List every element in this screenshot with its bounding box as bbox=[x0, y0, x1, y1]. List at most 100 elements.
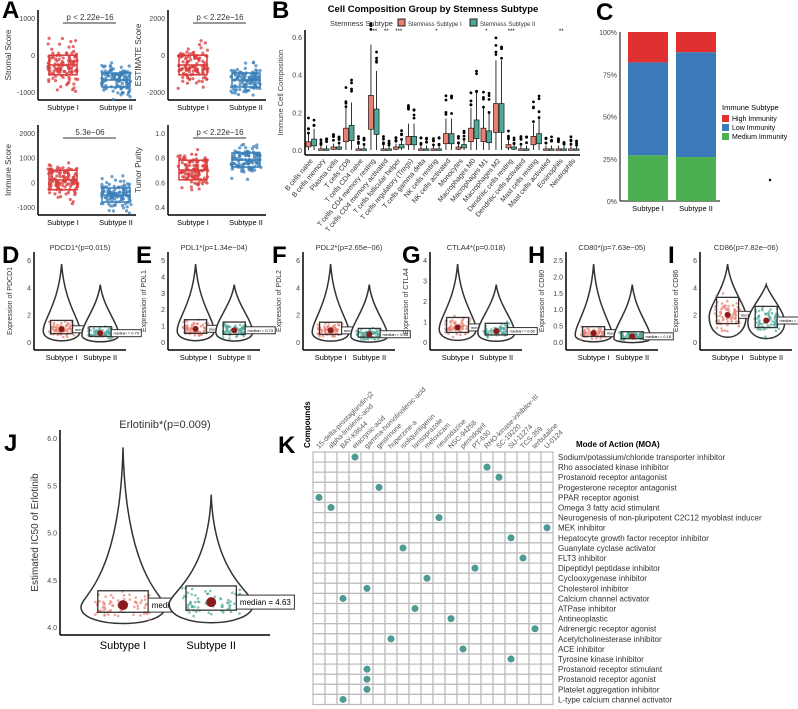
grid-cell bbox=[468, 451, 482, 463]
grid-cell bbox=[492, 602, 506, 615]
grid-cell bbox=[396, 633, 410, 645]
grid-cell bbox=[324, 602, 338, 615]
outlier-point bbox=[537, 97, 541, 101]
grid-cell bbox=[492, 501, 506, 514]
median-dot bbox=[231, 327, 238, 334]
grid-cell bbox=[456, 461, 470, 473]
data-point bbox=[505, 320, 509, 324]
data-point bbox=[767, 310, 771, 314]
y-tick-label: 3 bbox=[423, 279, 427, 286]
grid-cell bbox=[528, 562, 542, 574]
grid-cell bbox=[348, 663, 362, 675]
data-point bbox=[228, 604, 232, 607]
grid-cell bbox=[540, 612, 554, 625]
box bbox=[473, 119, 480, 139]
box bbox=[411, 136, 417, 146]
association-dot bbox=[507, 534, 515, 542]
grid-cell bbox=[324, 481, 338, 493]
y-tick-label: 0.5 bbox=[553, 324, 563, 331]
data-point bbox=[720, 329, 724, 333]
data-point bbox=[206, 592, 210, 595]
data-point bbox=[104, 595, 107, 598]
grid-cell bbox=[456, 582, 470, 594]
data-point bbox=[243, 66, 247, 70]
data-point bbox=[635, 335, 638, 339]
violin-shape bbox=[168, 494, 254, 624]
chart-title: CTLA4*(p=0.018) bbox=[447, 243, 506, 252]
data-point bbox=[197, 79, 201, 83]
grid-cell bbox=[324, 623, 338, 635]
grid-cell bbox=[456, 451, 470, 463]
grid-cell bbox=[468, 663, 482, 675]
box bbox=[343, 127, 349, 143]
box bbox=[405, 136, 412, 146]
legend-swatch bbox=[722, 124, 729, 131]
data-point bbox=[100, 182, 104, 187]
grid-cell bbox=[456, 552, 470, 564]
grid-cell bbox=[444, 602, 458, 615]
median-label-box bbox=[110, 329, 142, 338]
grid-cell bbox=[396, 653, 410, 665]
grid-cell bbox=[492, 623, 506, 635]
box bbox=[486, 130, 492, 144]
outlier-point bbox=[550, 135, 553, 139]
data-point bbox=[70, 51, 74, 55]
grid-cell bbox=[504, 451, 518, 463]
y-tick-label: 5.0 bbox=[47, 531, 57, 538]
grid-cell bbox=[396, 592, 410, 605]
association-dot bbox=[363, 665, 371, 673]
grid-cell bbox=[336, 532, 350, 544]
legend-swatch-subtype-1 bbox=[397, 18, 406, 27]
grid-cell bbox=[336, 481, 350, 493]
data-point bbox=[53, 78, 58, 83]
data-point bbox=[232, 68, 236, 73]
data-point bbox=[366, 337, 370, 341]
grid-cell bbox=[396, 522, 410, 534]
grid-cell bbox=[504, 501, 518, 514]
data-point bbox=[110, 61, 114, 65]
data-point bbox=[250, 73, 254, 77]
data-point bbox=[757, 315, 761, 318]
box bbox=[536, 133, 542, 145]
association-dot bbox=[339, 695, 347, 703]
data-point bbox=[719, 310, 722, 314]
grid-cell bbox=[468, 683, 482, 695]
grid-cell bbox=[432, 693, 446, 706]
grid-cell bbox=[468, 461, 482, 473]
data-point bbox=[767, 313, 770, 317]
outlier-point bbox=[469, 99, 473, 103]
data-point bbox=[186, 327, 189, 331]
data-point bbox=[720, 307, 723, 311]
data-point bbox=[58, 174, 62, 179]
outlier-point bbox=[400, 129, 403, 132]
data-point bbox=[734, 314, 738, 317]
grid-cell bbox=[468, 623, 482, 635]
significance-stars: ** bbox=[559, 29, 564, 35]
data-point bbox=[733, 310, 736, 314]
box bbox=[448, 133, 455, 145]
grid-cell bbox=[456, 562, 470, 574]
x-tick-label: Subtype I bbox=[442, 353, 474, 362]
data-point bbox=[190, 604, 194, 608]
grid-cell bbox=[312, 582, 326, 594]
y-axis-label: Tumor Purity bbox=[134, 147, 143, 193]
outlier-point bbox=[432, 143, 435, 147]
grid-cell bbox=[492, 461, 506, 473]
data-point bbox=[51, 51, 55, 55]
data-point bbox=[453, 322, 457, 325]
outlier-point bbox=[519, 142, 523, 146]
x-tick-label: Subtype II bbox=[186, 640, 236, 652]
data-point bbox=[190, 171, 195, 176]
data-point bbox=[331, 334, 334, 338]
outlier-point bbox=[407, 104, 410, 107]
grid-cell bbox=[396, 552, 410, 564]
data-point bbox=[110, 73, 114, 77]
data-point bbox=[184, 68, 188, 72]
data-point bbox=[773, 314, 777, 318]
data-point bbox=[192, 323, 196, 326]
data-point bbox=[197, 42, 202, 47]
grid-cell bbox=[480, 562, 494, 574]
data-point bbox=[759, 328, 762, 331]
chart-title: PDL2*(p=2.65e−06) bbox=[316, 243, 383, 252]
data-point bbox=[183, 172, 187, 176]
